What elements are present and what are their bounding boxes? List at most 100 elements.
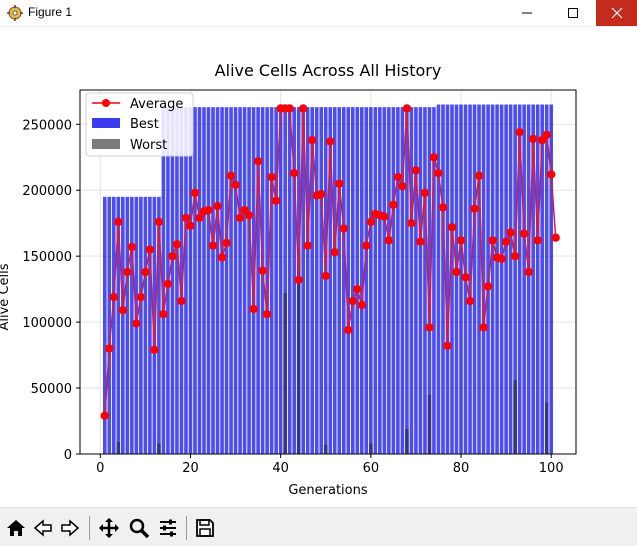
best-bar — [274, 107, 278, 454]
average-point — [339, 224, 348, 233]
forward-button[interactable] — [58, 516, 82, 540]
best-bar — [405, 107, 409, 454]
average-point — [533, 236, 542, 245]
average-point — [159, 310, 168, 319]
best-bar — [531, 104, 535, 454]
best-bar — [427, 107, 432, 454]
configure-subplots-button[interactable] — [156, 516, 180, 540]
average-point — [294, 275, 303, 285]
worst-bar — [427, 394, 432, 454]
average-point — [506, 228, 515, 237]
average-point — [434, 168, 443, 178]
maximize-icon — [568, 8, 578, 18]
best-bar — [184, 107, 188, 454]
worst-bar — [296, 249, 301, 454]
average-point — [348, 296, 357, 306]
best-bar — [477, 104, 481, 454]
average-point — [380, 212, 389, 221]
navigation-toolbar — [0, 507, 637, 546]
average-point — [483, 282, 493, 291]
best-bar — [102, 196, 107, 454]
average-point — [141, 267, 150, 277]
best-bar — [233, 107, 238, 454]
average-point — [407, 219, 416, 228]
best-bar — [265, 107, 269, 454]
best-bar — [269, 107, 274, 454]
best-bar — [508, 104, 513, 454]
average-point — [470, 204, 479, 213]
best-bar — [549, 104, 554, 454]
average-point — [154, 217, 164, 227]
x-tick-label: 40 — [272, 461, 289, 476]
average-point — [456, 236, 466, 245]
x-tick-label: 20 — [182, 461, 199, 476]
best-bar — [107, 196, 112, 454]
best-bar — [242, 107, 247, 454]
best-bar — [409, 107, 414, 454]
best-bar — [423, 107, 427, 454]
home-button[interactable] — [4, 516, 28, 540]
best-bar — [468, 104, 472, 454]
y-tick-label: 100000 — [22, 316, 72, 331]
best-bar — [197, 107, 202, 454]
average-point — [208, 241, 218, 250]
y-tick-label: 250000 — [22, 118, 72, 133]
best-bar — [305, 107, 310, 454]
average-point — [289, 168, 299, 178]
y-tick-label: 200000 — [22, 184, 72, 199]
average-point — [123, 267, 132, 277]
configure-subplots-icon — [160, 519, 176, 537]
best-bar — [364, 107, 369, 454]
back-button[interactable] — [31, 516, 55, 540]
close-button[interactable] — [596, 0, 637, 26]
average-point — [303, 241, 312, 250]
average-point — [308, 135, 317, 145]
y-ticks: 0 50000 100000 150000 200000 250000 — [22, 118, 80, 463]
best-bar — [202, 107, 206, 454]
best-bar — [157, 196, 161, 454]
average-points — [100, 104, 560, 420]
average-point — [357, 300, 367, 310]
average-point — [109, 292, 119, 302]
average-point — [150, 345, 159, 355]
average-point — [132, 319, 141, 328]
average-point — [181, 213, 191, 223]
x-axis-label: Generations — [288, 483, 368, 498]
best-bar — [360, 107, 364, 454]
best-bar — [125, 196, 130, 454]
best-bar — [112, 196, 116, 454]
best-bar — [535, 104, 540, 454]
legend-worst-swatch — [92, 139, 120, 149]
average-point — [114, 217, 123, 227]
best-bar — [161, 107, 166, 454]
figure-canvas: 0 20 40 60 80 100 0 50000 100000 150000 200000 250… — [0, 27, 637, 507]
average-point — [335, 179, 344, 188]
average-point — [425, 323, 434, 332]
best-bar — [229, 107, 233, 454]
average-point — [186, 221, 195, 231]
average-point — [190, 188, 200, 198]
best-bar — [490, 104, 495, 454]
pan-icon — [99, 518, 119, 538]
average-point — [163, 279, 173, 289]
best-bar — [445, 104, 450, 454]
save-button[interactable] — [193, 516, 217, 540]
best-bar — [206, 107, 211, 454]
best-bar — [238, 107, 242, 454]
best-bar — [495, 104, 499, 454]
average-point — [443, 341, 452, 351]
chart-title: Alive Cells Across All History — [215, 61, 442, 80]
pan-button[interactable] — [97, 516, 121, 540]
zoom-button[interactable] — [127, 516, 151, 540]
average-point — [168, 251, 177, 261]
maximize-button[interactable] — [550, 0, 596, 26]
best-bar — [382, 107, 387, 454]
average-point — [465, 296, 475, 306]
best-bar — [450, 104, 454, 454]
best-bar — [414, 107, 418, 454]
worst-bar — [116, 442, 121, 454]
average-point — [353, 284, 362, 294]
best-bar — [256, 107, 260, 454]
minimize-button[interactable] — [504, 0, 550, 26]
best-bar — [247, 107, 251, 454]
